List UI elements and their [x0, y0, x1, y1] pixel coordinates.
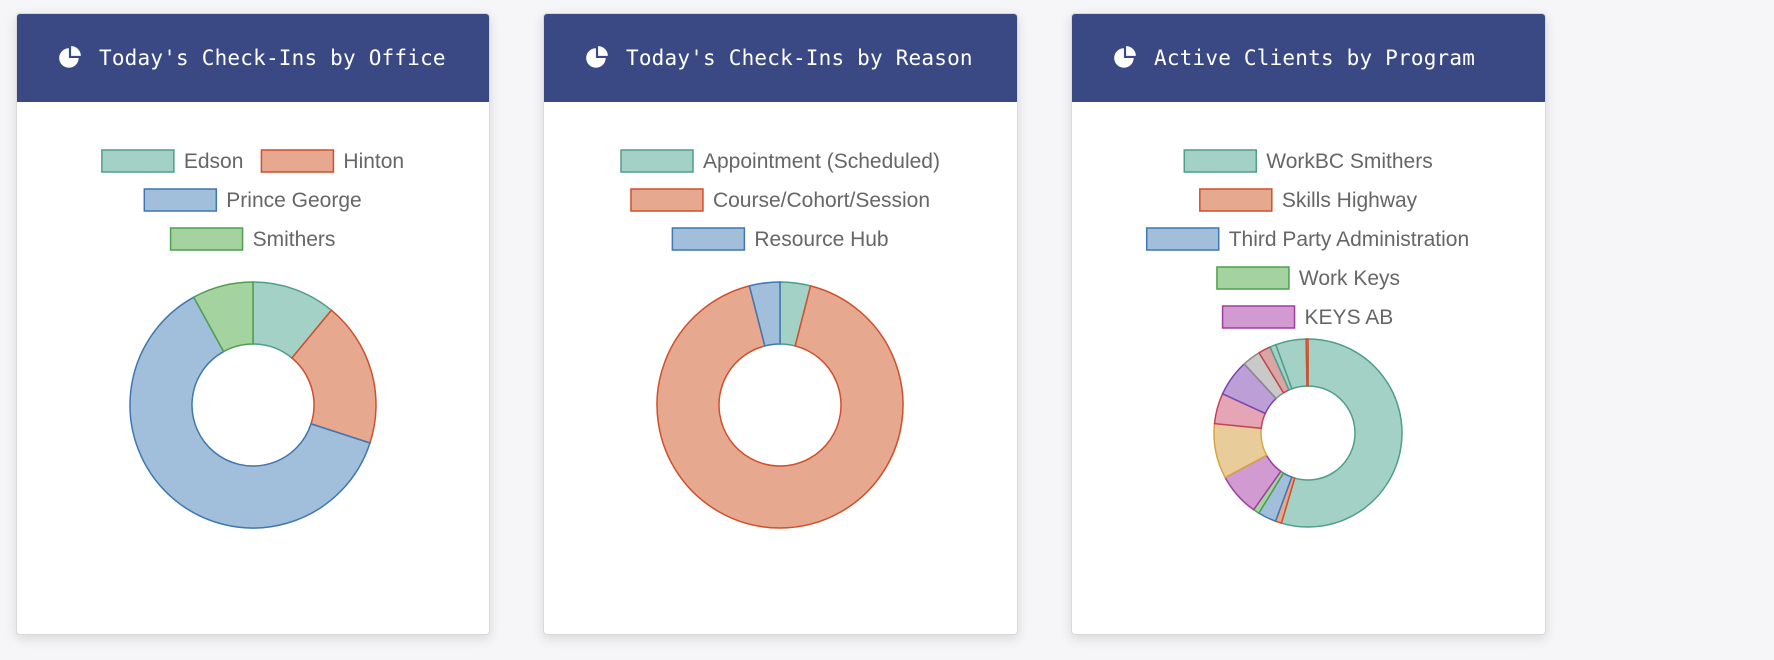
legend-swatch	[1216, 266, 1290, 290]
card-office: Today's Check-Ins by Office Edson Hinton P…	[16, 13, 490, 635]
legend-item[interactable]: Third Party Administration	[1145, 227, 1469, 251]
legend-swatch	[169, 227, 244, 251]
legend-item[interactable]: Smithers	[169, 227, 336, 251]
legend-label: Appointment (Scheduled)	[703, 150, 940, 173]
legend-swatch	[101, 149, 175, 173]
legend-item[interactable]: WorkBC Smithers	[1183, 149, 1433, 173]
legend-swatch	[260, 149, 335, 173]
legend-item[interactable]: KEYS AB	[1221, 305, 1394, 329]
pie-chart-icon	[1114, 46, 1136, 68]
legend-label: Skills Highway	[1282, 189, 1418, 212]
legend-label: Smithers	[253, 228, 336, 251]
card-program: Active Clients by Program WorkBC Smither…	[1071, 13, 1546, 635]
pie-chart-icon	[586, 46, 608, 68]
chart-area: Appointment (Scheduled) Course/Cohort/Ses…	[544, 102, 1017, 634]
legend-swatch	[630, 188, 704, 212]
legend-item[interactable]: Appointment (Scheduled)	[620, 149, 940, 173]
legend-label: KEYS AB	[1305, 306, 1394, 329]
legend-label: Resource Hub	[754, 228, 888, 251]
card-reason: Today's Check-Ins by Reason Appointment …	[543, 13, 1018, 635]
legend-swatch	[1199, 188, 1273, 212]
legend-item[interactable]: Hinton	[260, 149, 404, 173]
doughnut-chart: WorkBC Smithers Skills Highway Third Party…	[1145, 149, 1469, 528]
doughnut-slice[interactable]	[748, 281, 781, 347]
legend-label: Prince George	[226, 189, 361, 212]
legend-swatch	[1183, 149, 1258, 173]
legend-item[interactable]: Prince George	[143, 188, 362, 212]
legend-label: Edson	[184, 150, 244, 173]
doughnut-slice[interactable]	[1305, 338, 1309, 387]
legend-label: Work Keys	[1299, 267, 1400, 290]
legend-item[interactable]: Resource Hub	[671, 227, 889, 251]
legend-swatch	[143, 188, 218, 212]
legend-item[interactable]: Skills Highway	[1199, 188, 1418, 212]
doughnut-slice[interactable]	[192, 281, 254, 353]
legend-swatch	[1221, 305, 1296, 329]
doughnut-slice[interactable]	[1280, 338, 1403, 528]
chart-area: WorkBC Smithers Skills Highway Third Party…	[1072, 102, 1545, 634]
doughnut-slice[interactable]	[656, 284, 904, 529]
legend-item[interactable]: Work Keys	[1216, 266, 1400, 290]
legend-item[interactable]: Edson	[101, 149, 244, 173]
card-header: Today's Check-Ins by Office	[17, 14, 489, 102]
legend-swatch	[620, 149, 694, 173]
legend-label: Course/Cohort/Session	[713, 189, 930, 212]
card-title: Today's Check-Ins by Office	[99, 46, 446, 70]
legend-item[interactable]: Course/Cohort/Session	[630, 188, 930, 212]
card-header: Active Clients by Program	[1072, 14, 1545, 102]
legend-label: Third Party Administration	[1229, 228, 1469, 251]
doughnut-chart: Appointment (Scheduled) Course/Cohort/Ses…	[620, 149, 940, 529]
card-title: Today's Check-Ins by Reason	[626, 46, 973, 70]
doughnut-chart: Edson Hinton Prince George Smithers	[101, 149, 404, 529]
chart-area: Edson Hinton Prince George Smithers	[17, 102, 489, 634]
pie-chart-icon	[59, 46, 81, 68]
legend-label: WorkBC Smithers	[1266, 150, 1432, 173]
card-title: Active Clients by Program	[1154, 46, 1476, 70]
doughnut-slice[interactable]	[129, 296, 371, 529]
legend-swatch	[671, 227, 746, 251]
legend-label: Hinton	[343, 150, 404, 173]
legend-swatch	[1145, 227, 1220, 251]
card-header: Today's Check-Ins by Reason	[544, 14, 1017, 102]
